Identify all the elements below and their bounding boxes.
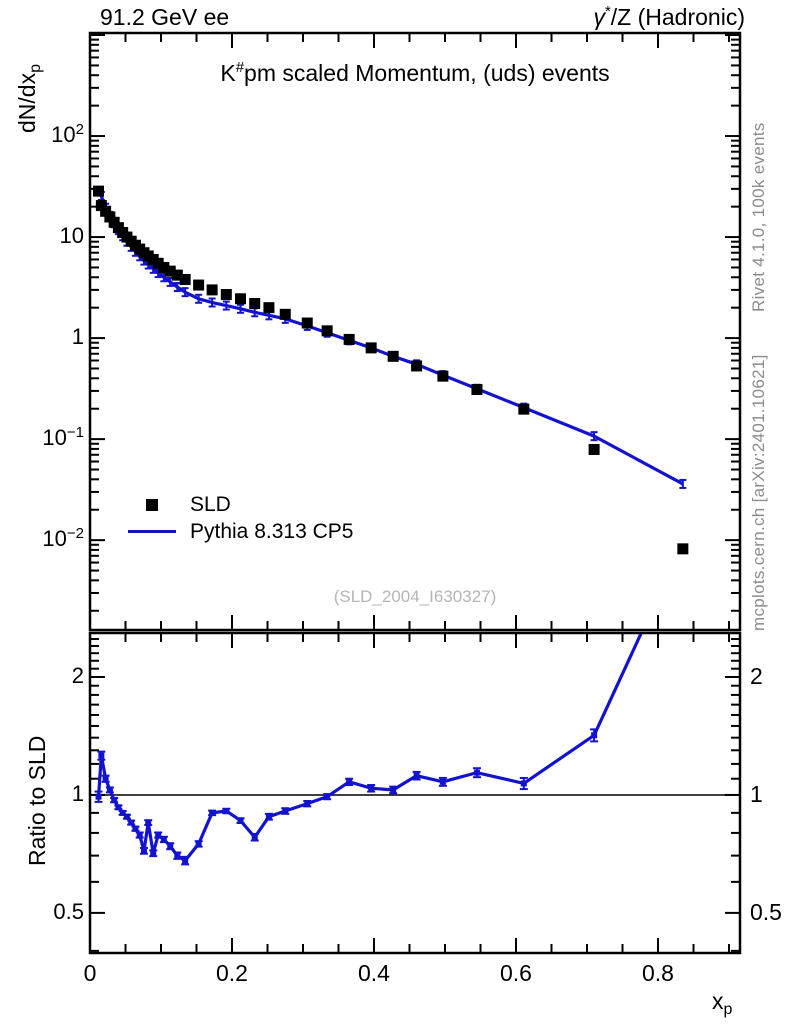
- ratio-y-tick-label: 1: [71, 780, 84, 806]
- legend-label: Pythia 8.313 CP5: [190, 519, 354, 543]
- main-y-tick-label: 10−2: [42, 525, 84, 552]
- x-tick-label: 0.6: [499, 960, 532, 986]
- legend: SLD Pythia 8.313 CP5: [124, 491, 353, 545]
- line-marker-icon: [124, 530, 180, 533]
- main-y-tick-label: 1: [71, 324, 84, 350]
- x-tick-label: 0: [83, 960, 97, 986]
- analysis-id-watermark: (SLD_2004_I630327): [333, 587, 497, 606]
- square-marker-icon: [124, 498, 180, 511]
- ratio-y-tick-label-right: 1: [750, 780, 763, 807]
- legend-label: SLD: [190, 492, 231, 516]
- generator-version-note: Rivet 4.1.0, 100k events: [749, 122, 768, 312]
- x-axis-label: xp: [712, 988, 733, 1018]
- main-y-tick-label: 10−1: [42, 424, 84, 451]
- x-tick-label: 0.2: [215, 960, 248, 986]
- legend-item-data: SLD: [124, 491, 353, 518]
- main-y-tick-label: 102: [51, 121, 84, 148]
- x-tick-label: 0.4: [357, 960, 390, 986]
- process-label: γ*/Z (Hadronic): [593, 3, 745, 30]
- x-tick-label: 0.8: [641, 960, 674, 986]
- plot-title: K#pm scaled Momentum, (uds) events: [220, 59, 610, 86]
- ratio-y-tick-label: 0.5: [53, 898, 84, 924]
- ratio-y-tick-label: 2: [71, 662, 84, 688]
- ratio-y-tick-label-right: 2: [750, 662, 763, 689]
- beam-energy-label: 91.2 GeV ee: [100, 4, 230, 30]
- mcplots-arxiv-note: mcplots.cern.ch [arXiv:2401.10621]: [749, 354, 768, 631]
- legend-item-mc: Pythia 8.313 CP5: [124, 518, 353, 545]
- main-y-tick-label: 10: [59, 223, 84, 249]
- ratio-y-tick-label-right: 0.5: [750, 898, 782, 925]
